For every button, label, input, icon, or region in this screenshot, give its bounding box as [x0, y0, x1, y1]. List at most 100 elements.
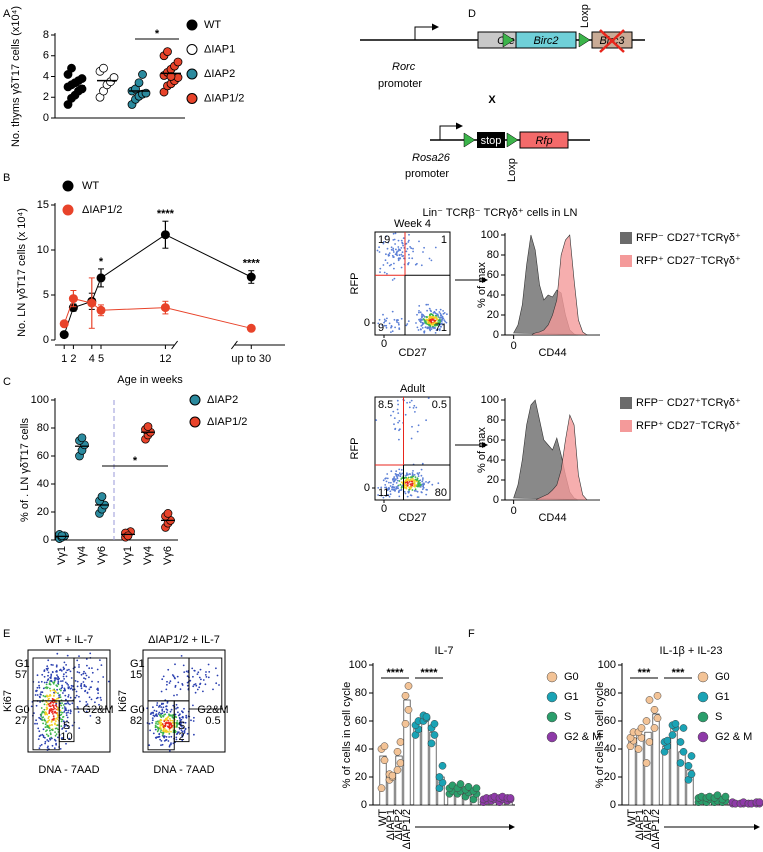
event-dot	[60, 718, 62, 721]
promoter-label: promoter	[405, 168, 449, 180]
y-tick-label: 4	[43, 70, 49, 82]
event-dot	[85, 701, 88, 703]
x-tick-label: 1	[61, 353, 67, 365]
event-dot	[43, 708, 46, 711]
event-dot	[189, 679, 192, 682]
event-dot	[36, 722, 38, 725]
event-dot	[40, 693, 42, 696]
event-dot	[53, 698, 55, 701]
event-dot	[51, 698, 54, 700]
event-dot	[155, 722, 157, 725]
event-dot	[165, 705, 167, 708]
event-dot	[66, 716, 69, 719]
event-dot	[52, 689, 54, 692]
event-dot	[396, 319, 398, 321]
event-dot	[50, 663, 53, 666]
event-dot	[76, 671, 79, 673]
event-dot	[52, 664, 54, 666]
event-dot	[398, 495, 401, 498]
event-dot	[74, 696, 77, 699]
event-dot	[173, 694, 175, 697]
event-dot	[390, 470, 393, 473]
event-dot	[212, 688, 214, 691]
event-dot	[422, 486, 425, 489]
event-dot	[49, 689, 52, 692]
event-dot	[402, 244, 404, 247]
event-dot	[417, 475, 420, 477]
legend-marker	[62, 204, 74, 216]
event-dot	[54, 677, 57, 680]
event-dot	[416, 472, 419, 475]
event-dot	[102, 676, 105, 678]
event-dot	[153, 709, 156, 712]
event-dot	[63, 706, 66, 708]
event-dot	[161, 702, 163, 705]
event-dot	[433, 310, 436, 313]
data-point	[396, 738, 405, 746]
event-dot	[421, 462, 424, 465]
event-dot	[401, 477, 404, 479]
event-dot	[162, 675, 165, 678]
x-tick-label: ΔIAP1	[385, 809, 397, 840]
y-axis-label: % of max	[476, 262, 488, 308]
event-dot	[425, 318, 428, 321]
event-dot	[41, 691, 44, 694]
event-dot	[158, 733, 161, 736]
event-dot	[156, 726, 159, 729]
event-dot	[397, 421, 399, 424]
data-point	[427, 739, 436, 748]
event-dot	[175, 725, 178, 728]
event-dot	[44, 720, 47, 722]
event-dot	[408, 253, 410, 256]
legend-swatch	[620, 255, 632, 267]
event-dot	[99, 696, 102, 699]
event-dot	[56, 698, 58, 700]
event-dot	[34, 722, 36, 725]
event-dot	[417, 483, 419, 486]
data-point	[404, 705, 413, 714]
event-dot	[68, 686, 71, 688]
event-dot	[416, 430, 419, 433]
event-dot	[182, 664, 185, 667]
data-point	[472, 784, 481, 793]
event-dot	[430, 316, 433, 319]
event-dot	[60, 687, 63, 690]
event-dot	[95, 697, 98, 700]
event-dot	[58, 694, 60, 697]
event-dot	[215, 682, 218, 685]
event-dot	[63, 687, 66, 690]
event-dot	[168, 733, 171, 735]
gate-value: 27	[15, 715, 27, 727]
x-tick-label: ΔIAP1	[634, 809, 646, 840]
event-dot	[395, 470, 398, 473]
event-dot	[399, 257, 402, 259]
event-dot	[400, 489, 402, 491]
event-dot	[385, 319, 387, 322]
event-dot	[420, 491, 423, 493]
axis-break	[230, 340, 238, 350]
data-point	[506, 794, 515, 802]
event-dot	[417, 482, 420, 484]
event-dot	[413, 482, 416, 485]
event-dot	[89, 652, 92, 655]
data-point	[663, 736, 672, 745]
event-dot	[166, 717, 168, 719]
event-dot	[50, 709, 52, 712]
event-dot	[38, 686, 41, 689]
event-dot	[199, 683, 201, 686]
promoter-arrow	[414, 26, 432, 40]
event-dot	[398, 490, 400, 493]
event-dot	[378, 246, 380, 249]
event-dot	[64, 707, 67, 710]
event-dot	[391, 254, 394, 257]
event-dot	[401, 251, 404, 254]
event-dot	[401, 472, 404, 475]
event-dot	[49, 738, 52, 741]
event-dot	[166, 702, 169, 704]
event-dot	[169, 710, 172, 713]
event-dot	[385, 324, 388, 327]
event-dot	[423, 318, 425, 321]
event-dot	[47, 674, 49, 677]
event-dot	[415, 406, 418, 409]
